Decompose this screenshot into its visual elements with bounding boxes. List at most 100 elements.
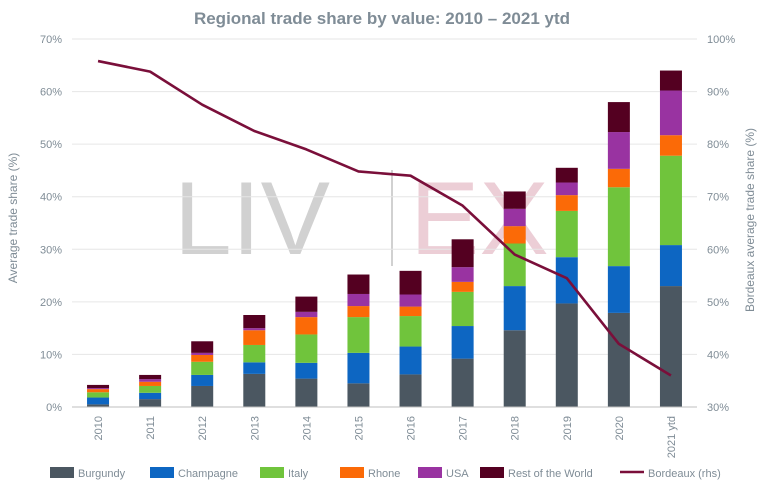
bar-segment-champagne — [503, 286, 526, 331]
y2-tick-label: 100% — [707, 34, 735, 46]
bar-segment-usa — [191, 352, 214, 355]
bar-segment-champagne — [399, 346, 422, 375]
y2-tick-label: 70% — [707, 192, 729, 204]
y2-axis-label: Bordeaux average trade share (%) — [743, 128, 757, 312]
legend-label: Italy — [288, 468, 309, 480]
bar-segment-italy — [399, 316, 422, 347]
bar-segment-burgundy — [555, 303, 578, 407]
bar-segment-champagne — [347, 352, 370, 384]
y-axis-label: Average trade share (%) — [6, 153, 20, 284]
x-tick-label: 2018 — [510, 416, 522, 440]
y-tick-label: 20% — [40, 297, 62, 309]
legend-item: Burgundy — [50, 467, 126, 480]
bar-segment-champagne — [191, 374, 214, 386]
y-tick-label: 50% — [40, 139, 62, 151]
bar-segment-burgundy — [191, 385, 214, 407]
bar-segment-rhone — [243, 330, 266, 345]
bar-segment-champagne — [295, 362, 318, 379]
bar-segment-rest-of-the-world — [243, 315, 266, 329]
bars-layer — [87, 70, 682, 407]
chart-title: Regional trade share by value: 2010 – 20… — [194, 9, 570, 28]
bordeaux-line — [97, 59, 672, 377]
bar-segment-rhone — [659, 135, 682, 156]
legend-swatch — [418, 467, 442, 478]
bar-segment-rest-of-the-world — [295, 296, 318, 312]
grid-layer — [72, 38, 697, 355]
bar-segment-italy — [659, 155, 682, 246]
bar-segment-rhone — [607, 168, 630, 188]
bar-segment-usa — [555, 182, 578, 196]
bar-segment-usa — [659, 90, 682, 136]
line-layer — [97, 59, 672, 377]
bar-segment-rhone — [139, 381, 162, 386]
x-tick-label: 2015 — [353, 416, 365, 440]
legend-label: Bordeaux (rhs) — [648, 468, 721, 480]
legend-item: Bordeaux (rhs) — [620, 468, 721, 480]
bar-segment-champagne — [607, 266, 630, 313]
bar-segment-rhone — [555, 195, 578, 211]
y2-tick-label: 50% — [707, 297, 729, 309]
bar-segment-italy — [295, 334, 318, 363]
bar-segment-usa — [139, 379, 162, 382]
y2-tick-label: 40% — [707, 349, 729, 361]
legend-label: Burgundy — [78, 468, 126, 480]
bar-segment-usa — [607, 132, 630, 169]
bar-segment-rest-of-the-world — [87, 384, 110, 389]
y-tick-label: 0% — [46, 402, 62, 414]
bar-segment-burgundy — [87, 404, 110, 407]
y2-tick-label: 60% — [707, 244, 729, 256]
right-axis: 30% 40% 50% 60% 70% 80% 90% 100% — [707, 34, 735, 414]
bar-segment-champagne — [451, 326, 474, 359]
legend: Burgundy Champagne Italy Rhone USA Rest of th… — [50, 467, 721, 480]
legend-swatch — [50, 467, 74, 478]
bar-segment-burgundy — [659, 286, 682, 407]
bar-segment-burgundy — [347, 383, 370, 407]
x-axis: 2010 2011 2012 2013 2014 2015 2016 2017 2018 2019… — [72, 406, 697, 458]
legend-swatch — [260, 467, 284, 478]
bar-segment-italy — [139, 385, 162, 393]
legend-label: Rhone — [368, 468, 400, 480]
x-tick-label: 2019 — [562, 416, 574, 440]
bar-segment-champagne — [659, 245, 682, 287]
bar-segment-usa — [87, 388, 110, 390]
bar-segment-italy — [555, 210, 578, 258]
bar-segment-burgundy — [451, 358, 474, 407]
bar-segment-rhone — [347, 306, 370, 318]
bar-segment-usa — [399, 294, 422, 307]
bar-segment-rhone — [399, 306, 422, 317]
bar-segment-rest-of-the-world — [191, 341, 214, 353]
svg-text:LIV: LIV — [174, 161, 330, 277]
x-tick-label: 2020 — [614, 416, 626, 440]
x-tick-label: 2014 — [301, 416, 313, 440]
x-tick-label: 2017 — [458, 416, 470, 440]
bar-segment-champagne — [87, 397, 110, 405]
y-tick-label: 40% — [40, 192, 62, 204]
bar-segment-burgundy — [503, 330, 526, 407]
y2-tick-label: 30% — [707, 402, 729, 414]
bar-segment-italy — [191, 361, 214, 375]
y2-tick-label: 80% — [707, 139, 729, 151]
y-tick-label: 60% — [40, 87, 62, 99]
bar-segment-burgundy — [295, 378, 318, 407]
legend-item: Italy — [260, 467, 309, 480]
bar-segment-usa — [503, 208, 526, 227]
x-tick-label: 2010 — [93, 416, 105, 440]
bar-segment-usa — [347, 293, 370, 307]
y2-tick-label: 90% — [707, 87, 729, 99]
legend-label: Champagne — [178, 468, 238, 480]
legend-swatch — [340, 467, 364, 478]
bar-segment-burgundy — [139, 399, 162, 407]
watermark-logo: LIV EX — [174, 161, 549, 277]
bar-segment-rest-of-the-world — [659, 70, 682, 91]
bar-segment-usa — [295, 311, 318, 318]
bar-segment-rhone — [503, 226, 526, 244]
bar-segment-rest-of-the-world — [347, 274, 370, 294]
bar-segment-rest-of-the-world — [399, 270, 422, 295]
bar-segment-rest-of-the-world — [555, 167, 578, 183]
bar-segment-usa — [243, 328, 266, 331]
bar-segment-usa — [451, 267, 474, 282]
bar-segment-rest-of-the-world — [503, 191, 526, 209]
legend-item: Rhone — [340, 467, 400, 480]
